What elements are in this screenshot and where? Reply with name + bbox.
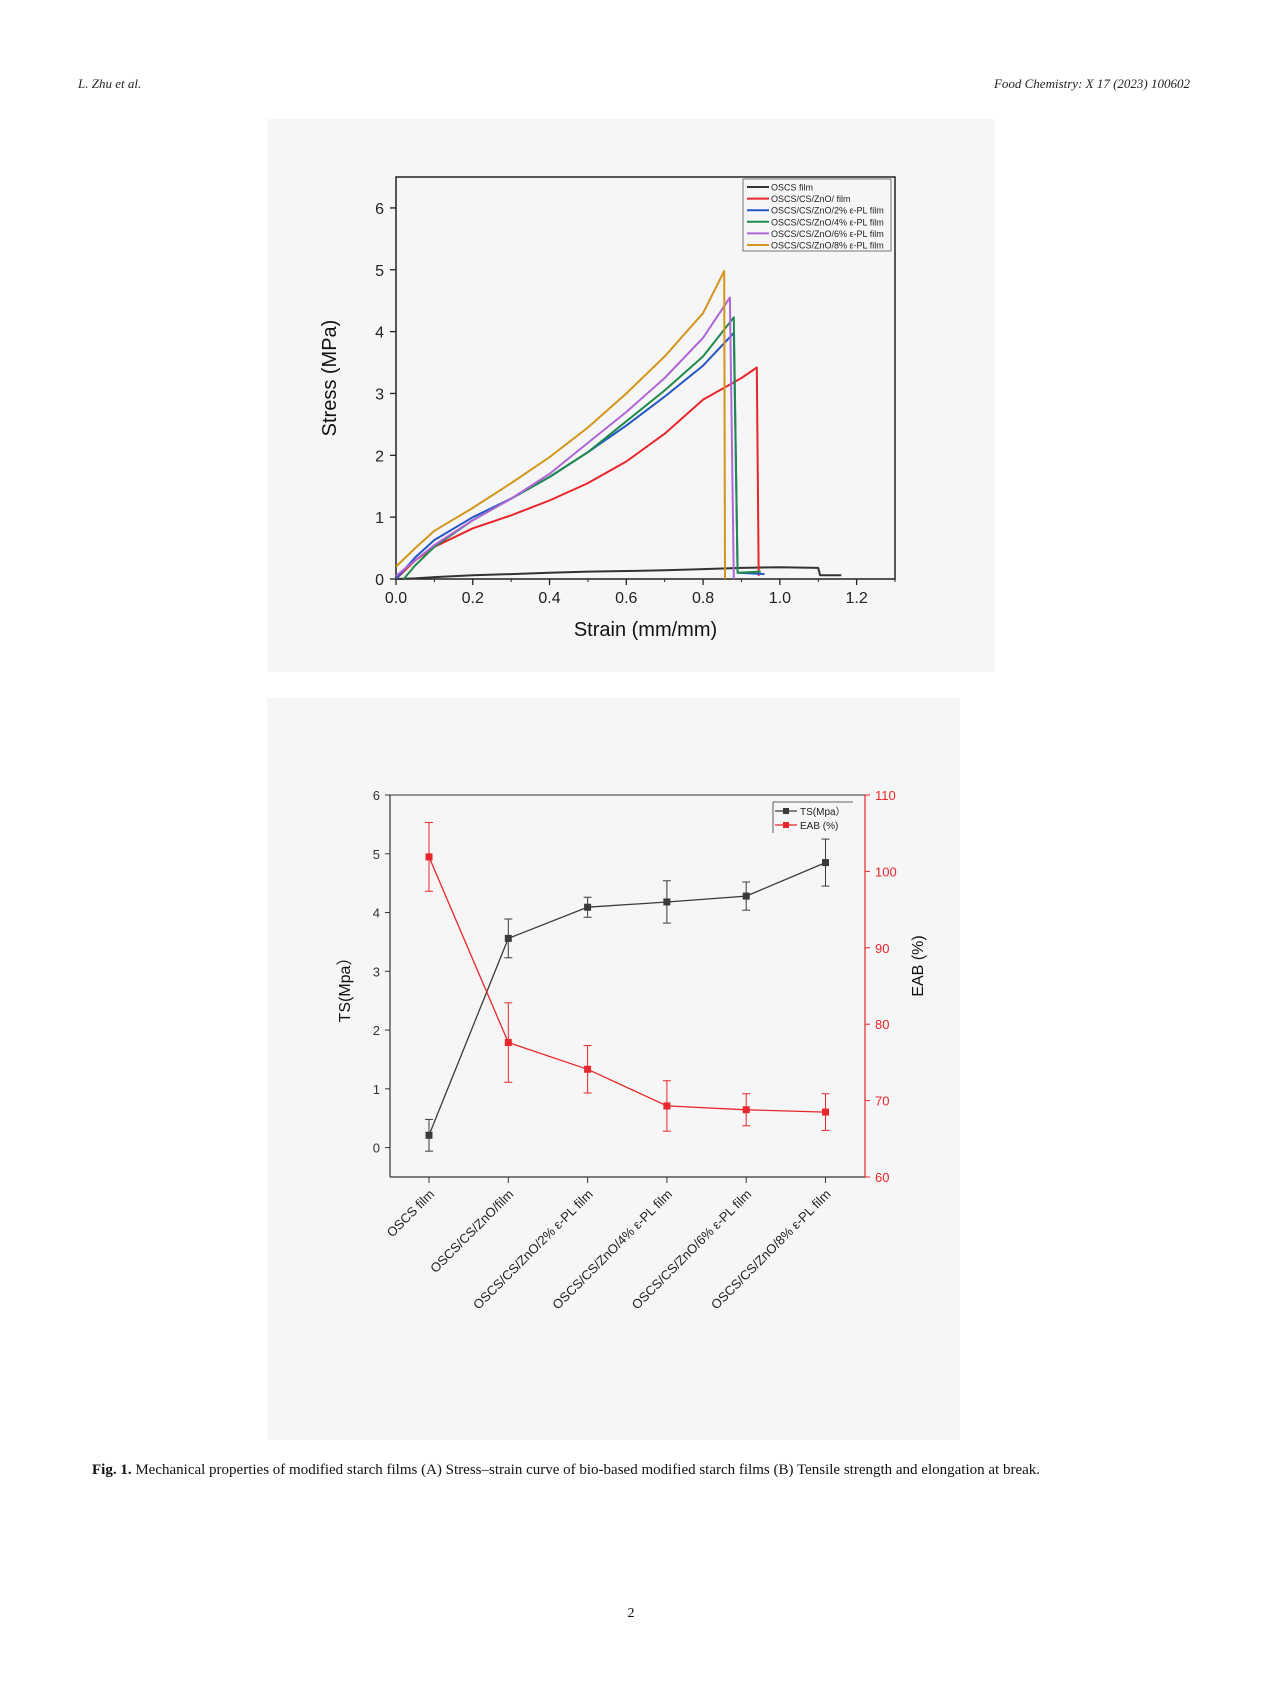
figure-label: Fig. 1.: [92, 1462, 132, 1478]
data-marker: [822, 1108, 829, 1116]
series-line-1: [428, 862, 826, 1136]
series-line-5: [395, 296, 735, 580]
y-tick-label: 3: [373, 964, 380, 979]
legend-box: [742, 178, 892, 252]
x-axis-label: Strain (mm/mm): [574, 619, 717, 641]
series-line-1: [395, 566, 842, 580]
y-tick-label: 1: [375, 510, 384, 527]
y-axis-label: TS(Mpa）: [336, 950, 354, 1023]
data-marker: [584, 903, 592, 911]
y-tick-label: 0: [375, 572, 384, 589]
y-tick-label: 5: [375, 263, 384, 280]
x-tick-label: 0.0: [385, 590, 407, 607]
y-tick-label: 6: [375, 201, 384, 218]
plot-frame: [395, 176, 896, 580]
x-tick-label: 1.0: [769, 590, 791, 607]
y-tick-label: 4: [373, 906, 380, 921]
data-marker: [504, 1039, 512, 1047]
y-tick-label: 2: [375, 448, 384, 465]
y-tick-label: 5: [373, 847, 380, 862]
figure-panel-a: 0.0 0.2 0.4 0.6 0.8 1.0 1.2 0 1 2 3 4 5 6 Strain (mm/m…: [267, 119, 995, 672]
y-right-tick-label: 90: [875, 941, 889, 956]
y-right-tick-label: 80: [875, 1017, 889, 1032]
y-tick-label: 2: [373, 1023, 380, 1038]
y-right-tick-label: 100: [875, 864, 897, 879]
page-number: 2: [627, 1606, 635, 1621]
data-marker: [742, 892, 750, 900]
y-tick-label: 0: [373, 1141, 380, 1156]
legend-entry: TS(Mpa）: [800, 806, 846, 818]
y-axis-label: Stress (MPa): [319, 320, 341, 437]
legend-entry: EAB (%): [800, 821, 838, 832]
figure-caption: Fig. 1. Mechanical properties of modifie…: [92, 1462, 1192, 1479]
x-tick-label: 1.2: [845, 590, 867, 607]
data-marker: [504, 934, 512, 942]
x-tick-label: 0.4: [538, 590, 560, 607]
data-marker: [742, 1106, 750, 1114]
running-header-journal: Food Chemistry: X 17 (2023) 100602: [993, 76, 1190, 91]
y-tick-label: 4: [375, 325, 384, 342]
legend-entry: OSCS/CS/ZnO/8% ε-PL film: [771, 241, 884, 251]
x-tick-label: 0.2: [462, 590, 484, 607]
series-line-2: [428, 856, 826, 1113]
legend-entry: OSCS/CS/ZnO/6% ε-PL film: [771, 229, 884, 239]
data-marker: [425, 1131, 433, 1139]
legend-entry: OSCS/CS/ZnO/ film: [771, 194, 851, 204]
series-line-6: [395, 270, 726, 580]
data-marker: [663, 898, 671, 906]
y-tick-label: 3: [375, 386, 384, 403]
ts-eab-chart: 0 1 2 3 4 5 6 60 70 80 90 100 110 TS(Mpa） EAB (%) OSCS …: [336, 788, 927, 1312]
x-tick-label: 0.6: [615, 590, 637, 607]
legend-entry: OSCS/CS/ZnO/2% ε-PL film: [771, 206, 884, 216]
y-right-axis-label: EAB (%): [910, 935, 927, 996]
stress-strain-chart: 0.0 0.2 0.4 0.6 0.8 1.0 1.2 0 1 2 3 4 5 6 Strain (mm/m…: [319, 176, 896, 641]
series-line-2: [395, 366, 760, 580]
y-right-tick-label: 110: [875, 788, 896, 803]
data-marker: [822, 859, 829, 867]
legend-swatch-marker: [783, 822, 789, 828]
x-tick-label: OSCS film: [384, 1187, 438, 1241]
data-marker: [584, 1065, 592, 1073]
y-tick-label: 1: [373, 1082, 380, 1097]
series-line-4: [402, 316, 761, 580]
legend-entry: OSCS film: [771, 183, 813, 193]
x-tick-label: OSCS/CS/ZnO/film: [427, 1187, 516, 1276]
legend-swatch-marker: [783, 808, 789, 814]
figure-panel-b: 0 1 2 3 4 5 6 60 70 80 90 100 110 TS(Mpa） EAB (%) OSCS …: [267, 698, 960, 1440]
data-marker: [425, 853, 433, 861]
data-marker: [663, 1102, 671, 1110]
series-line-3: [395, 331, 765, 580]
figure-caption-text: Mechanical properties of modified starch…: [135, 1462, 1041, 1478]
y-tick-label: 6: [373, 788, 380, 803]
legend-entry: OSCS/CS/ZnO/4% ε-PL film: [771, 217, 884, 227]
y-right-tick-label: 60: [875, 1170, 889, 1185]
x-tick-label: 0.8: [692, 590, 714, 607]
y-right-tick-label: 70: [875, 1094, 889, 1109]
running-header-authors: L. Zhu et al.: [78, 76, 142, 91]
